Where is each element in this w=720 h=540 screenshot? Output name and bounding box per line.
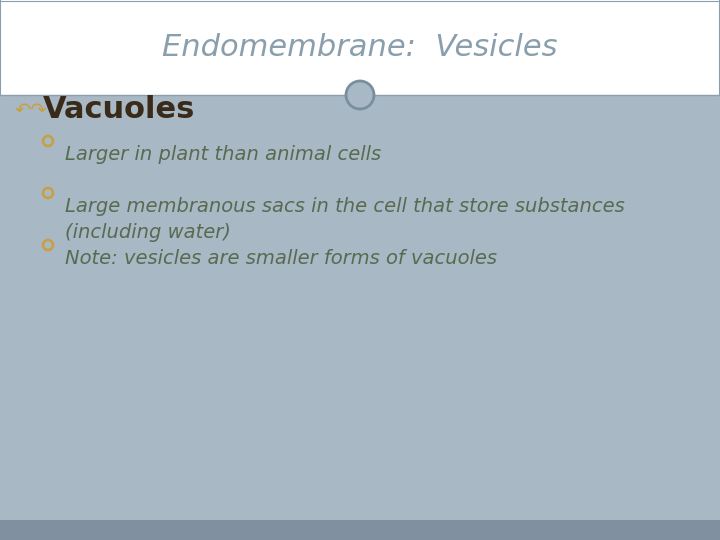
Bar	[0, 520, 720, 540]
Text: Endomembrane:  Vesicles: Endomembrane: Vesicles	[162, 33, 558, 62]
Text: Vacuoles: Vacuoles	[43, 96, 195, 125]
Text: ↶↷: ↶↷	[15, 100, 48, 119]
Circle shape	[346, 81, 374, 109]
Bar	[0, 0, 720, 95]
Text: Large membranous sacs in the cell that store substances
(including water): Large membranous sacs in the cell that s…	[65, 197, 625, 242]
Text: Note: vesicles are smaller forms of vacuoles: Note: vesicles are smaller forms of vacu…	[65, 249, 497, 268]
Text: Larger in plant than animal cells: Larger in plant than animal cells	[65, 145, 381, 164]
